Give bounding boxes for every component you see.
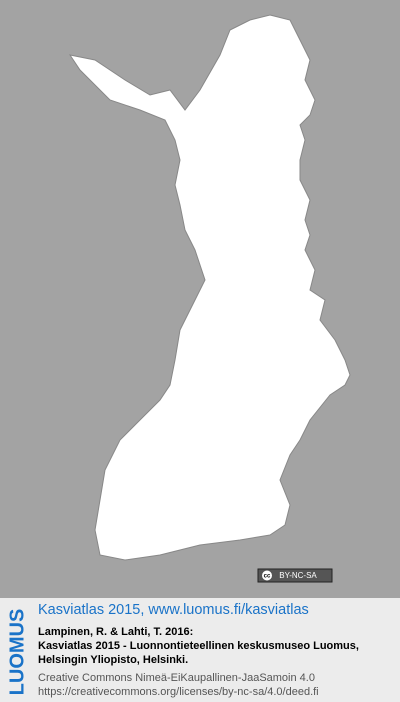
headline: Kasviatlas 2015, www.luomus.fi/kasviatla…: [38, 602, 309, 618]
badge-box: [257, 568, 333, 583]
license-text: Creative Commons Nimeä-EiKaupallinen-Jaa…: [38, 672, 315, 684]
badge-circle: [262, 570, 272, 581]
license-badge: cc BY-NC-SA: [257, 568, 333, 583]
logo: LUOMUS: [6, 609, 28, 696]
citation: Kasviatlas 2015 - Luonnontieteellinen ke…: [38, 640, 359, 652]
citation: Helsingin Yliopisto, Helsinki.: [38, 654, 188, 666]
badge-cc: cc: [264, 574, 271, 580]
badge-license: BY-NC-SA: [279, 571, 317, 580]
citation: Lampinen, R. & Lahti, T. 2016:: [38, 626, 193, 638]
license-url: https://creativecommons.org/licenses/by-…: [38, 686, 319, 698]
finland-outline: [68, 14, 351, 561]
footer-background: [0, 598, 400, 702]
